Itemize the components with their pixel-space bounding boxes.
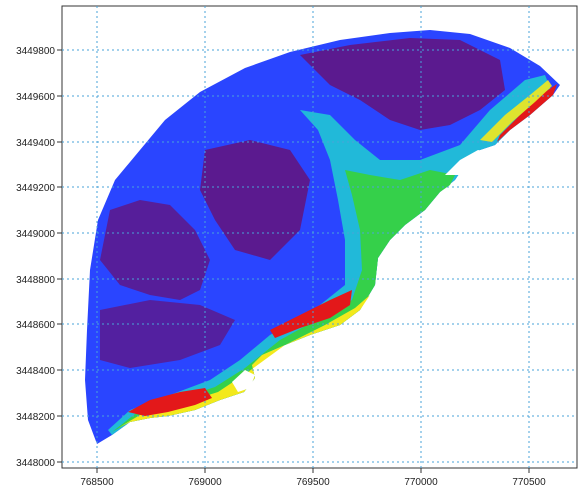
shallow-zone-east xyxy=(497,84,557,142)
deep-zone-south xyxy=(100,300,235,368)
x-tick-label: 768500 xyxy=(80,477,114,488)
deep-zone-north xyxy=(300,38,505,130)
x-tick-label: 769500 xyxy=(296,477,330,488)
y-tick-label: 3449000 xyxy=(16,229,55,240)
y-tick-label: 3449600 xyxy=(16,92,55,103)
deep-zone-west xyxy=(100,200,210,300)
y-tick-label: 3448600 xyxy=(16,320,55,331)
x-axis-labels: 768500 769000 769500 770000 770500 xyxy=(80,477,546,488)
notch xyxy=(232,370,255,392)
x-tick-label: 770500 xyxy=(512,477,546,488)
y-tick-label: 3448800 xyxy=(16,275,55,286)
shallow-zone-south xyxy=(128,388,212,416)
x-tick-label: 769000 xyxy=(188,477,222,488)
shallow-zone-middle xyxy=(270,290,352,338)
island xyxy=(445,150,490,175)
grid xyxy=(62,6,577,468)
y-tick-label: 3448400 xyxy=(16,366,55,377)
axis-ticks xyxy=(57,49,530,473)
bathymetry-surface xyxy=(85,30,560,444)
y-tick-label: 3449200 xyxy=(16,183,55,194)
y-tick-label: 3449400 xyxy=(16,138,55,149)
y-axis-labels: 3449800 3449600 3449400 3449200 3449000 … xyxy=(16,46,55,469)
y-tick-label: 3449800 xyxy=(16,46,55,57)
y-tick-label: 3448200 xyxy=(16,412,55,423)
x-tick-label: 770000 xyxy=(404,477,438,488)
shelf-green xyxy=(112,170,455,432)
deep-zone-central xyxy=(200,140,310,260)
shelf-cyan xyxy=(108,75,553,435)
y-tick-label: 3448000 xyxy=(16,458,55,469)
